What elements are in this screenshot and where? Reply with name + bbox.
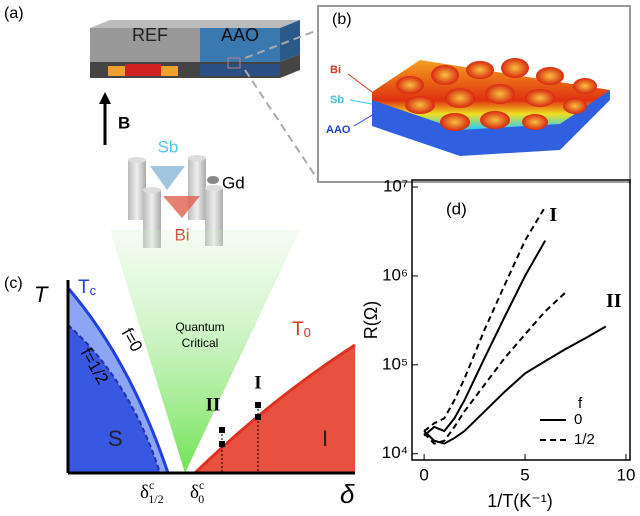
x-tick-label: 5 [520, 465, 529, 484]
t0-curve [193, 343, 356, 475]
plot-frame [411, 179, 631, 461]
point-ii-label: II [206, 394, 221, 415]
quantum-label: Quantum [175, 320, 224, 334]
curve [423, 291, 567, 445]
field-label: B [118, 113, 130, 132]
curve [423, 325, 607, 445]
i-region [195, 345, 355, 473]
panel-a: (a) REF AAO B Sb Gd Bi [4, 5, 319, 248]
y-axis-label: T [34, 282, 49, 307]
tc-curve [66, 287, 170, 474]
y-axis-label: R(Ω) [361, 301, 381, 339]
sb-label: Sb [158, 137, 179, 156]
zoom-line [244, 69, 319, 181]
half-curve [67, 324, 161, 474]
panel-label: (a) [4, 5, 24, 22]
y-tick-label: 10⁴ [382, 443, 408, 462]
ref-label: REF [132, 25, 168, 45]
x-tick-label: 10 [617, 465, 636, 484]
curve-label: II [606, 290, 622, 312]
critical-cone [110, 230, 300, 473]
pointer [349, 99, 373, 105]
aao-label: AAO [221, 25, 259, 45]
point-i-label: I [254, 372, 261, 393]
curve [423, 206, 547, 432]
slab-ref [90, 28, 200, 62]
bi-label: Bi [330, 64, 341, 76]
ref-core [125, 64, 161, 76]
s-region [68, 325, 160, 473]
arrow-head [99, 92, 111, 104]
zoom-box [227, 57, 241, 69]
panel-label: (b) [332, 11, 352, 28]
delta-half-label: δc 1/2 [140, 478, 164, 506]
gd-label: Gd [222, 173, 245, 192]
legend-title: f [578, 395, 583, 412]
panel-c: (c) T δ Tc T0 f=0 f=1/2 Quantum Critical… [4, 230, 356, 509]
zoom-line [244, 29, 319, 59]
aao-label: AAO [326, 124, 351, 136]
point [219, 441, 225, 447]
phase-s: S [108, 426, 123, 451]
y-tick-label: 10⁵ [382, 354, 408, 373]
curve-label: I [549, 204, 557, 226]
y-tick-label: 10⁷ [383, 177, 408, 196]
phase-i: I [322, 426, 328, 451]
x-axis-label: δ [340, 479, 355, 509]
slab-top [90, 20, 300, 28]
tc-label: Tc [78, 277, 97, 298]
t0-label: T0 [292, 319, 311, 340]
legend-label: 0 [574, 411, 582, 428]
slab-aao [200, 28, 280, 62]
point [255, 402, 261, 408]
slab-side [280, 20, 300, 62]
sb-label: Sb [330, 94, 344, 106]
x-axis-label: 1/T(K⁻¹) [487, 491, 553, 511]
panel-label: (d) [446, 199, 467, 218]
legend-label: 1/2 [574, 431, 595, 448]
panel-d: (d) 1/T(K⁻¹) R(Ω) 0 5 1010⁴10⁵10⁶10⁷IIIf01… [361, 177, 636, 511]
pointer [347, 73, 373, 93]
quantum-label: Critical [182, 336, 219, 350]
substrate [372, 90, 610, 156]
point [219, 427, 225, 433]
pointer [353, 113, 375, 127]
delta-zero-label: δc 0 [190, 478, 204, 506]
point [255, 414, 261, 420]
bumps [396, 58, 597, 131]
panel-label: (c) [4, 275, 23, 292]
panel-b: (b) Bi Sb AAO [317, 5, 631, 183]
x-tick-label: 0 [419, 465, 428, 484]
pores [200, 64, 280, 76]
curve [423, 240, 547, 437]
y-tick-label: 10⁶ [382, 265, 408, 284]
